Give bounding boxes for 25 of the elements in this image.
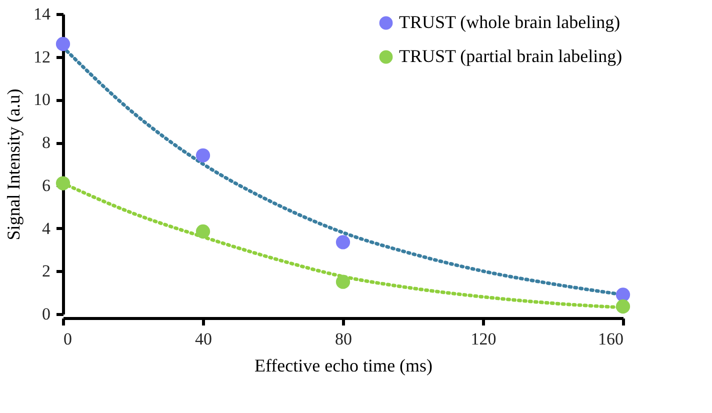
point	[196, 224, 210, 239]
point	[336, 235, 350, 250]
y-tick-label: 14	[34, 4, 51, 24]
y-tick-label: 12	[34, 47, 50, 66]
point	[56, 36, 70, 52]
y-tick-label: 2	[42, 262, 50, 281]
y-tick-label: 8	[42, 133, 50, 152]
point	[616, 288, 630, 302]
x-tick-label: 0	[64, 330, 72, 348]
y-tick-label: 0	[42, 304, 50, 324]
x-tick-label: 80	[335, 330, 352, 348]
point	[56, 176, 70, 190]
point	[196, 148, 210, 162]
y-tick-label: 6	[42, 176, 50, 195]
x-axis-title: Effective echo time (ms)	[254, 356, 433, 376]
legend-label: TRUST (partial brain labeling)	[399, 46, 622, 66]
legend-label: TRUST (whole brain labeling)	[399, 12, 620, 32]
y-tick-label: 10	[34, 90, 50, 110]
x-tick-label: 120	[470, 330, 496, 348]
y-axis-title: Signal Intensity (a.u)	[4, 88, 24, 240]
y-tick-label: 4	[42, 218, 51, 238]
x-tick-label: 160	[598, 330, 624, 348]
x-tick-label: 40	[195, 330, 212, 348]
point	[336, 274, 350, 289]
point	[616, 299, 630, 314]
